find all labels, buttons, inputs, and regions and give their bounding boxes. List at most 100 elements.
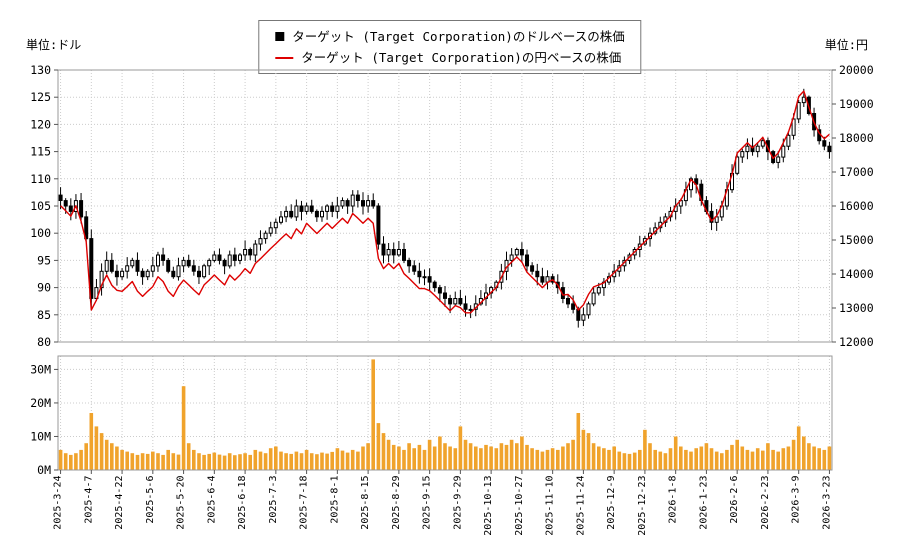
volume-bar [58,449,63,470]
candlestick [120,270,125,278]
candlestick [325,205,330,212]
candlestick [289,210,294,218]
volume-bar [381,433,386,470]
volume-bar [694,448,698,470]
volume-bar [181,386,186,470]
volume-bar [745,449,750,470]
volume-bar [561,446,565,470]
candlestick [525,254,529,267]
right-axis-tick-label: 15000 [839,233,874,247]
volume-bar [812,446,816,470]
candlestick [591,292,596,305]
volume-bar [581,429,586,470]
candlestick [386,249,391,256]
date-tick-label: 2025-12-23 [637,476,648,536]
candlestick [366,200,371,207]
volume-axis-tick-label: 10M [30,429,51,443]
candlestick [114,270,119,278]
candlestick [284,210,289,218]
candlestick [740,151,745,158]
candlestick [540,276,545,283]
candlestick [371,200,376,207]
volume-bar [474,446,478,470]
candlestick [422,276,427,279]
candlestick [796,102,801,120]
left-axis-tick-label: 90 [37,281,51,295]
candlestick [130,259,135,267]
volume-bar [586,433,591,470]
volume-bar [279,451,283,470]
volume-bar [268,448,273,470]
candlestick [432,281,437,289]
volume-bar [366,443,370,470]
candlestick [448,298,453,305]
volume-bar [556,449,560,470]
axis-labels: 130 125 120 115 110 105 100 95 90 85 80 20000 19000 1… [30,63,873,536]
candlestick [212,254,217,261]
candlestick [396,249,401,256]
date-tick-label: 2026-1-23 [698,476,709,530]
volume-bar [304,449,309,470]
volume-bar [161,454,165,470]
left-axis-tick-label: 85 [37,308,51,322]
candlestick [320,210,324,218]
volume-bar [417,444,422,470]
candlestick [268,227,273,234]
candlestick [109,259,114,272]
volume-bar [786,446,791,470]
volume-bar [258,451,263,470]
right-axis-tick-label: 14000 [839,267,874,281]
volume-bar [535,449,540,470]
volume-bar [750,451,755,470]
tick-marks [54,69,836,474]
right-axis-tick-label: 13000 [839,301,874,315]
volume-bar [807,443,811,470]
candlestick [314,210,319,218]
volume-bar [84,443,88,470]
volume-bar [704,443,709,470]
gridlines [58,69,832,470]
volume-bar [202,454,206,470]
volume-bar [720,453,724,470]
date-tick-label: 2025-6-18 [237,476,248,530]
candlestick [309,205,314,212]
date-tick-label: 2026-3-9 [791,476,802,524]
volume-bar [504,444,509,470]
volume-bar [458,426,463,470]
volume-bar [212,452,217,470]
volume-bar [376,423,381,470]
candlestick [294,205,299,218]
right-axis-tick-label: 18000 [839,131,874,145]
volume-bar [130,453,135,470]
volume-bar [822,449,827,470]
candlestick [443,292,447,299]
volume-bar [827,446,832,470]
candlestick [84,216,89,240]
candlestick [186,259,191,267]
candlestick [258,238,263,245]
candlestick [509,254,514,261]
volume-bar [520,436,524,470]
volume-bar [612,446,616,470]
volume-bar [186,443,191,470]
volume-bar [222,455,227,470]
volume-bar [653,449,657,470]
volume-bar [171,453,176,470]
candlestick [453,298,458,305]
volume-bar [315,454,319,470]
volume-bar [335,448,340,470]
volume-bar [689,451,693,470]
volume-bar [207,453,211,470]
date-tick-label: 2025-4-7 [83,476,94,524]
volume-bar [412,448,416,470]
left-axis-tick-label: 110 [30,172,51,186]
candlestick [822,140,827,147]
candlestick [458,298,463,305]
candlestick [402,249,406,261]
volume-bar [684,449,688,470]
candlestick [586,303,591,316]
volume-bar [289,453,293,470]
volume-bar [453,448,458,470]
candlestick [104,259,109,272]
candlestick [786,134,791,147]
